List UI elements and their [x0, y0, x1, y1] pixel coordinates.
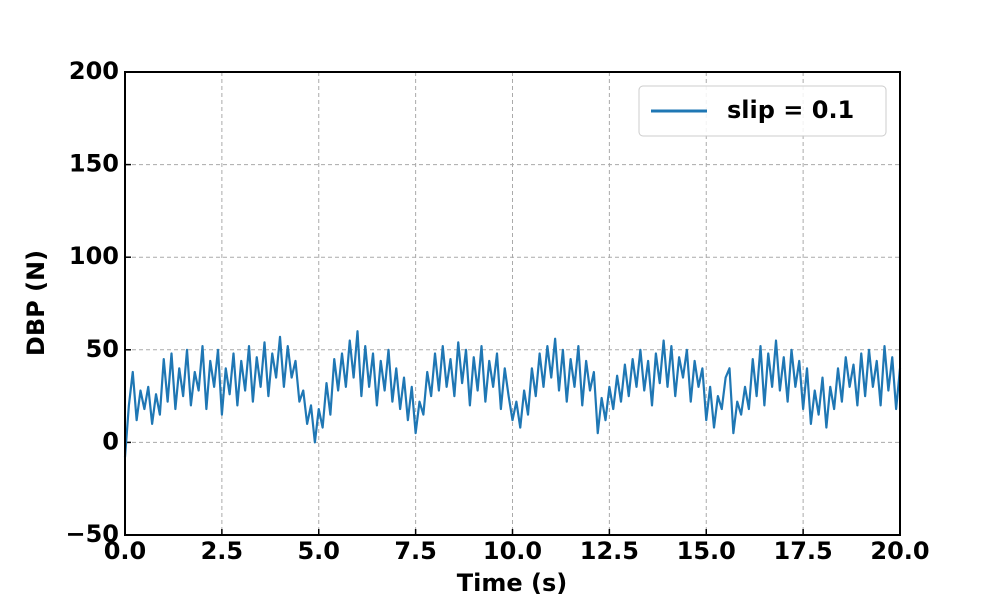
y-tick-label: 100 [69, 242, 119, 270]
x-tick-label: 15.0 [677, 537, 736, 565]
x-tick-label: 2.5 [201, 537, 244, 565]
y-axis-label: DBP (N) [22, 250, 50, 356]
x-tick-label: 12.5 [580, 537, 639, 565]
x-tick-label: 0.0 [104, 537, 147, 565]
x-tick-label: 5.0 [297, 537, 340, 565]
data-line [123, 330, 902, 458]
plot-frame [124, 71, 901, 536]
x-tick-label: 20.0 [870, 537, 929, 565]
x-tick-label: 10.0 [483, 537, 542, 565]
x-tick-label: 7.5 [394, 537, 437, 565]
y-tick-label: 200 [69, 57, 119, 85]
x-tick-label: 17.5 [774, 537, 833, 565]
legend-box [638, 85, 887, 137]
y-tick-label: 50 [86, 335, 119, 363]
y-tick-label: 150 [69, 150, 119, 178]
y-tick-label: 0 [102, 427, 119, 455]
legend-label: slip = 0.1 [727, 96, 854, 124]
y-tick-label: −50 [65, 520, 119, 548]
x-axis-label: Time (s) [457, 569, 567, 597]
